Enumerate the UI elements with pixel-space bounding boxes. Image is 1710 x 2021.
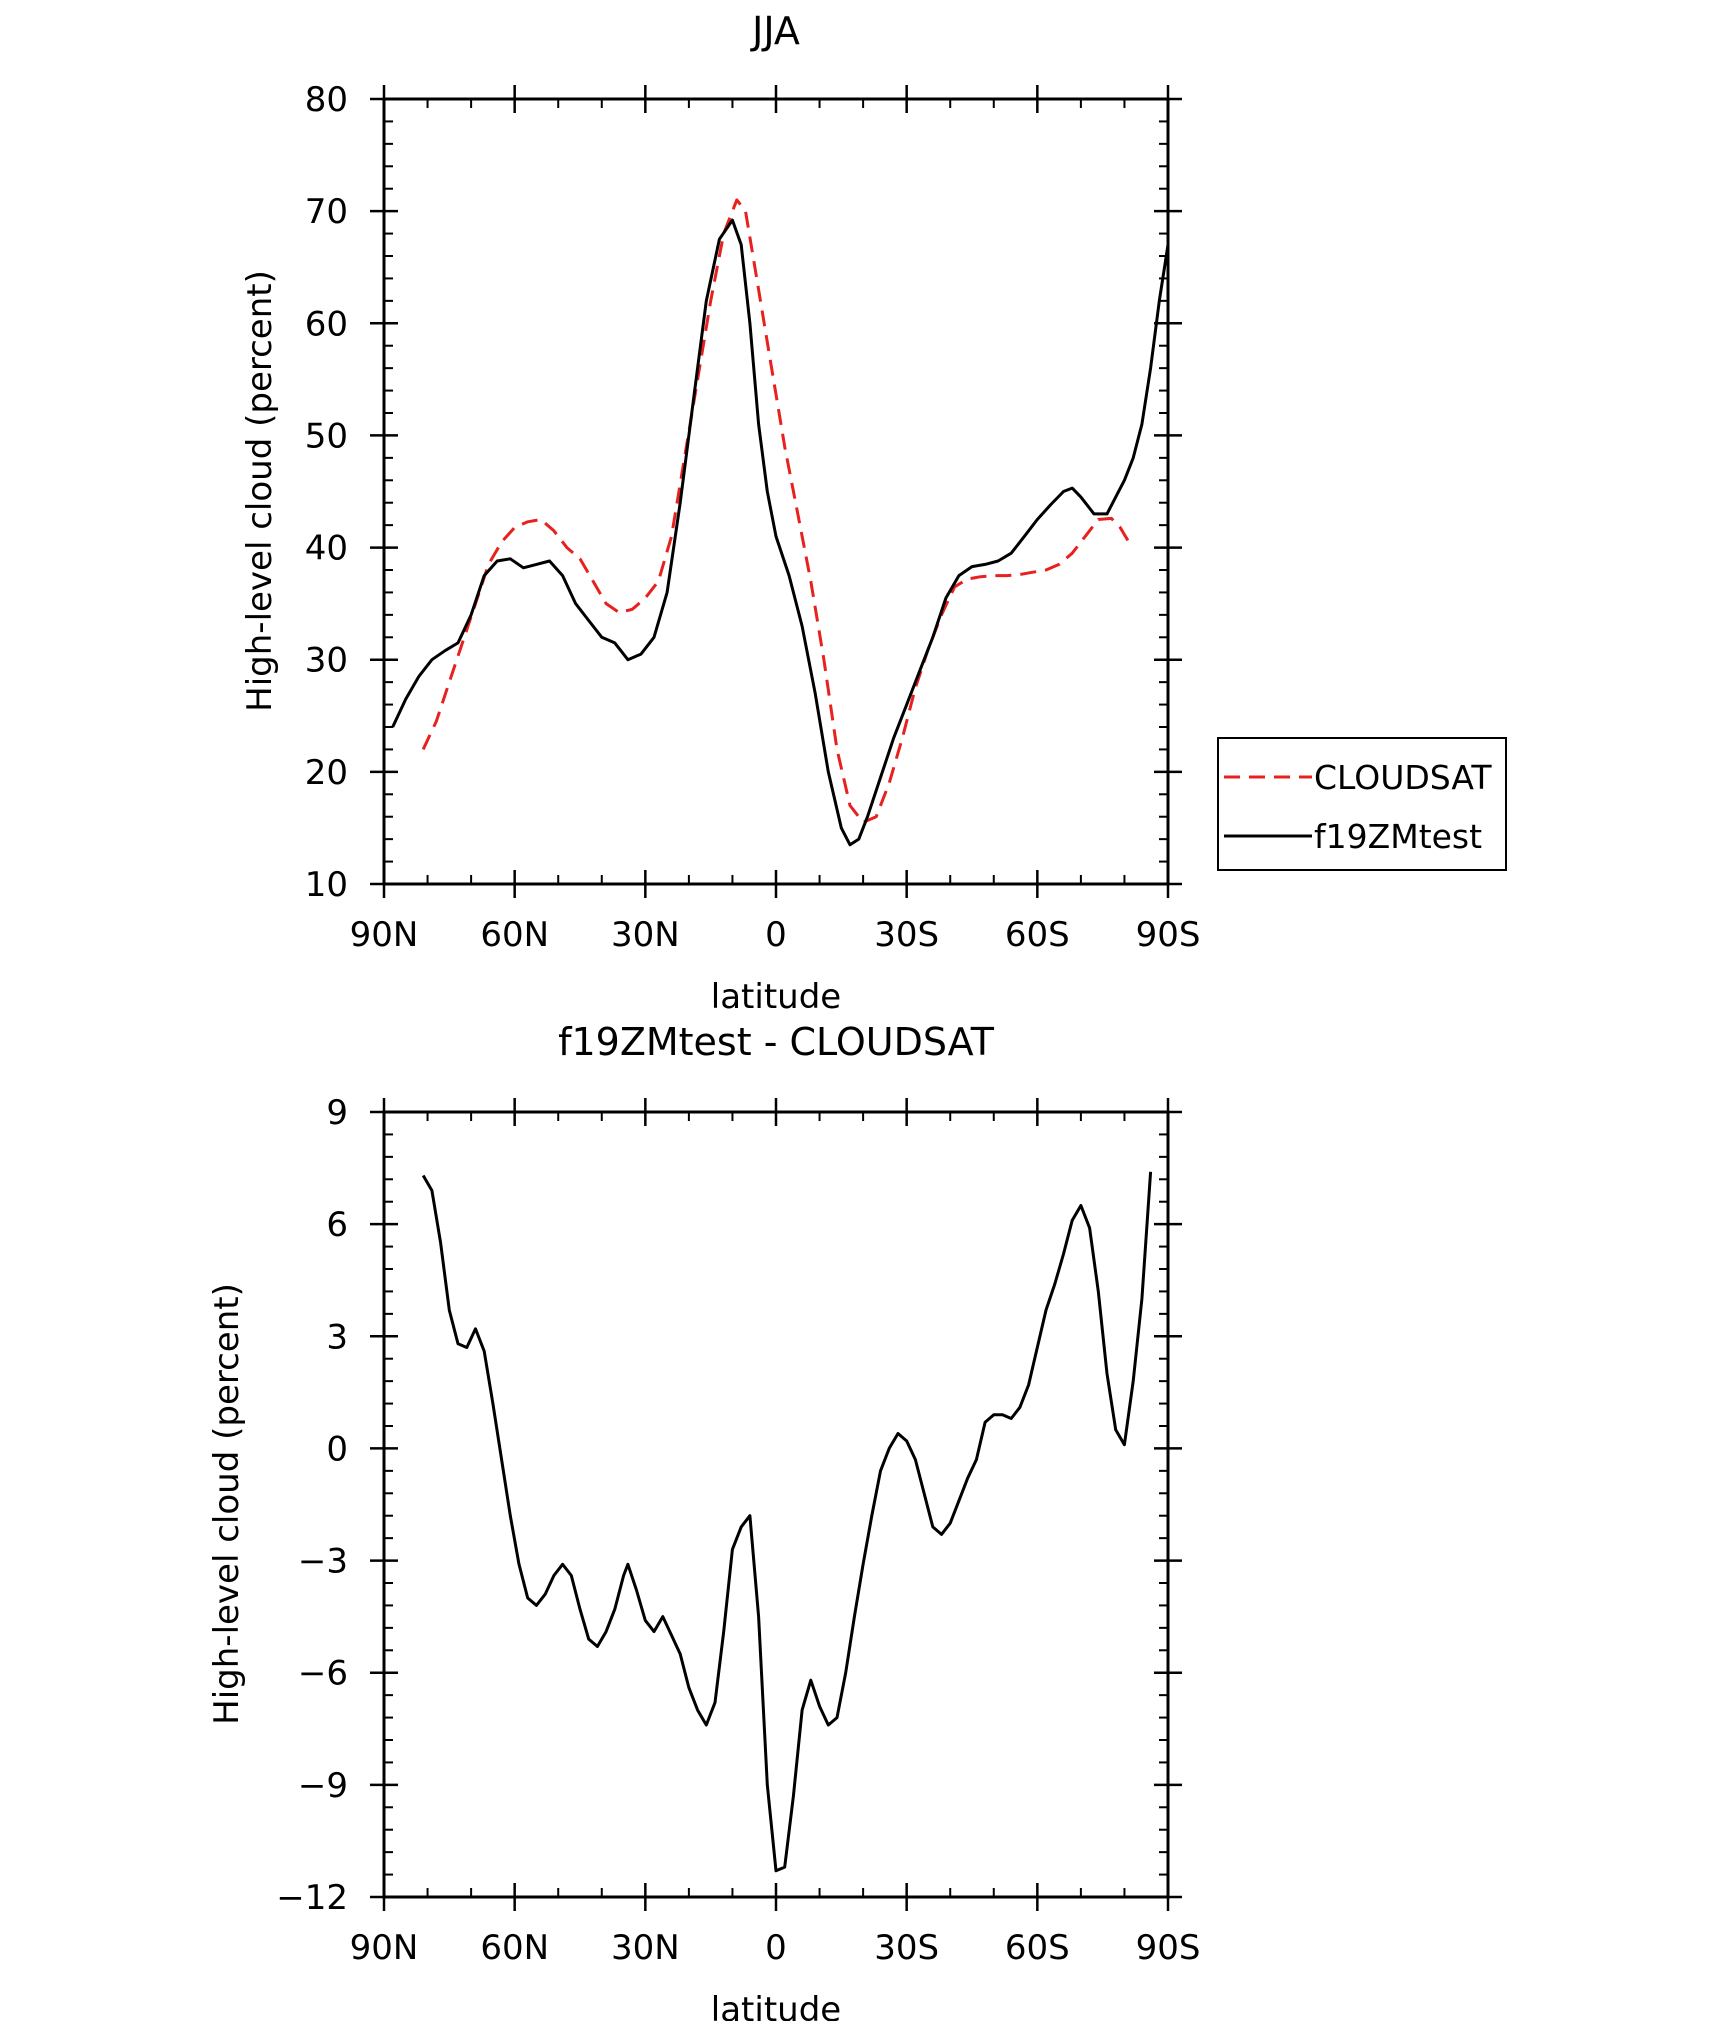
x-tick-label: 0 (765, 1928, 787, 1968)
series-line-f19zmtest (391, 218, 1170, 847)
y-tick-label: 30 (305, 641, 348, 681)
y-tick-label: −6 (298, 1654, 348, 1694)
x-tick-label: 90S (1136, 915, 1201, 955)
x-tick-label: 30S (874, 915, 939, 955)
legend: CLOUDSAT f19ZMtest (1217, 737, 1507, 871)
y-tick-label: 60 (305, 304, 348, 344)
y-tick-label: 40 (305, 529, 348, 569)
legend-label-f19zmtest: f19ZMtest (1314, 817, 1482, 856)
x-axis-label: latitude (711, 1990, 841, 2021)
y-tick-label: 10 (305, 865, 348, 905)
y-tick-label: 70 (305, 192, 348, 232)
series-line-cloudsat (421, 198, 1131, 824)
legend-box (1217, 737, 1507, 871)
chart-title: f19ZMtest - CLOUDSAT (558, 1020, 995, 1064)
chart-title: JJA (750, 9, 800, 53)
plot-frame (382, 1110, 1170, 1899)
y-axis-label: High-level cloud (percent) (240, 270, 280, 712)
y-tick-label: 0 (326, 1429, 348, 1469)
x-tick-label: 90N (350, 915, 419, 955)
y-tick-label: 3 (326, 1317, 348, 1357)
y-tick-label: 9 (326, 1093, 348, 1133)
x-tick-label: 60S (1005, 915, 1070, 955)
x-tick-label: 60S (1005, 1928, 1070, 1968)
y-tick-label: 80 (305, 80, 348, 120)
y-axis-label: High-level cloud (percent) (207, 1283, 247, 1725)
y-tick-label: −9 (298, 1766, 348, 1806)
plot-frame (382, 97, 1170, 886)
legend-label-cloudsat: CLOUDSAT (1314, 758, 1492, 797)
x-tick-label: 30S (874, 1928, 939, 1968)
x-tick-label: 60N (480, 915, 549, 955)
y-tick-label: 20 (305, 753, 348, 793)
series-line-difference (421, 1171, 1153, 1873)
x-tick-label: 0 (765, 915, 787, 955)
y-tick-label: −3 (298, 1542, 348, 1582)
y-tick-label: 6 (326, 1205, 348, 1245)
y-tick-label: 50 (305, 416, 348, 456)
x-axis-label: latitude (711, 977, 841, 1017)
x-tick-label: 60N (480, 1928, 549, 1968)
series-layer (391, 198, 1170, 847)
x-tick-label: 30N (611, 1928, 680, 1968)
series-layer (421, 1171, 1153, 1873)
x-tick-label: 30N (611, 915, 680, 955)
x-tick-label: 90N (350, 1928, 419, 1968)
x-tick-label: 90S (1136, 1928, 1201, 1968)
y-tick-label: −12 (276, 1878, 348, 1918)
